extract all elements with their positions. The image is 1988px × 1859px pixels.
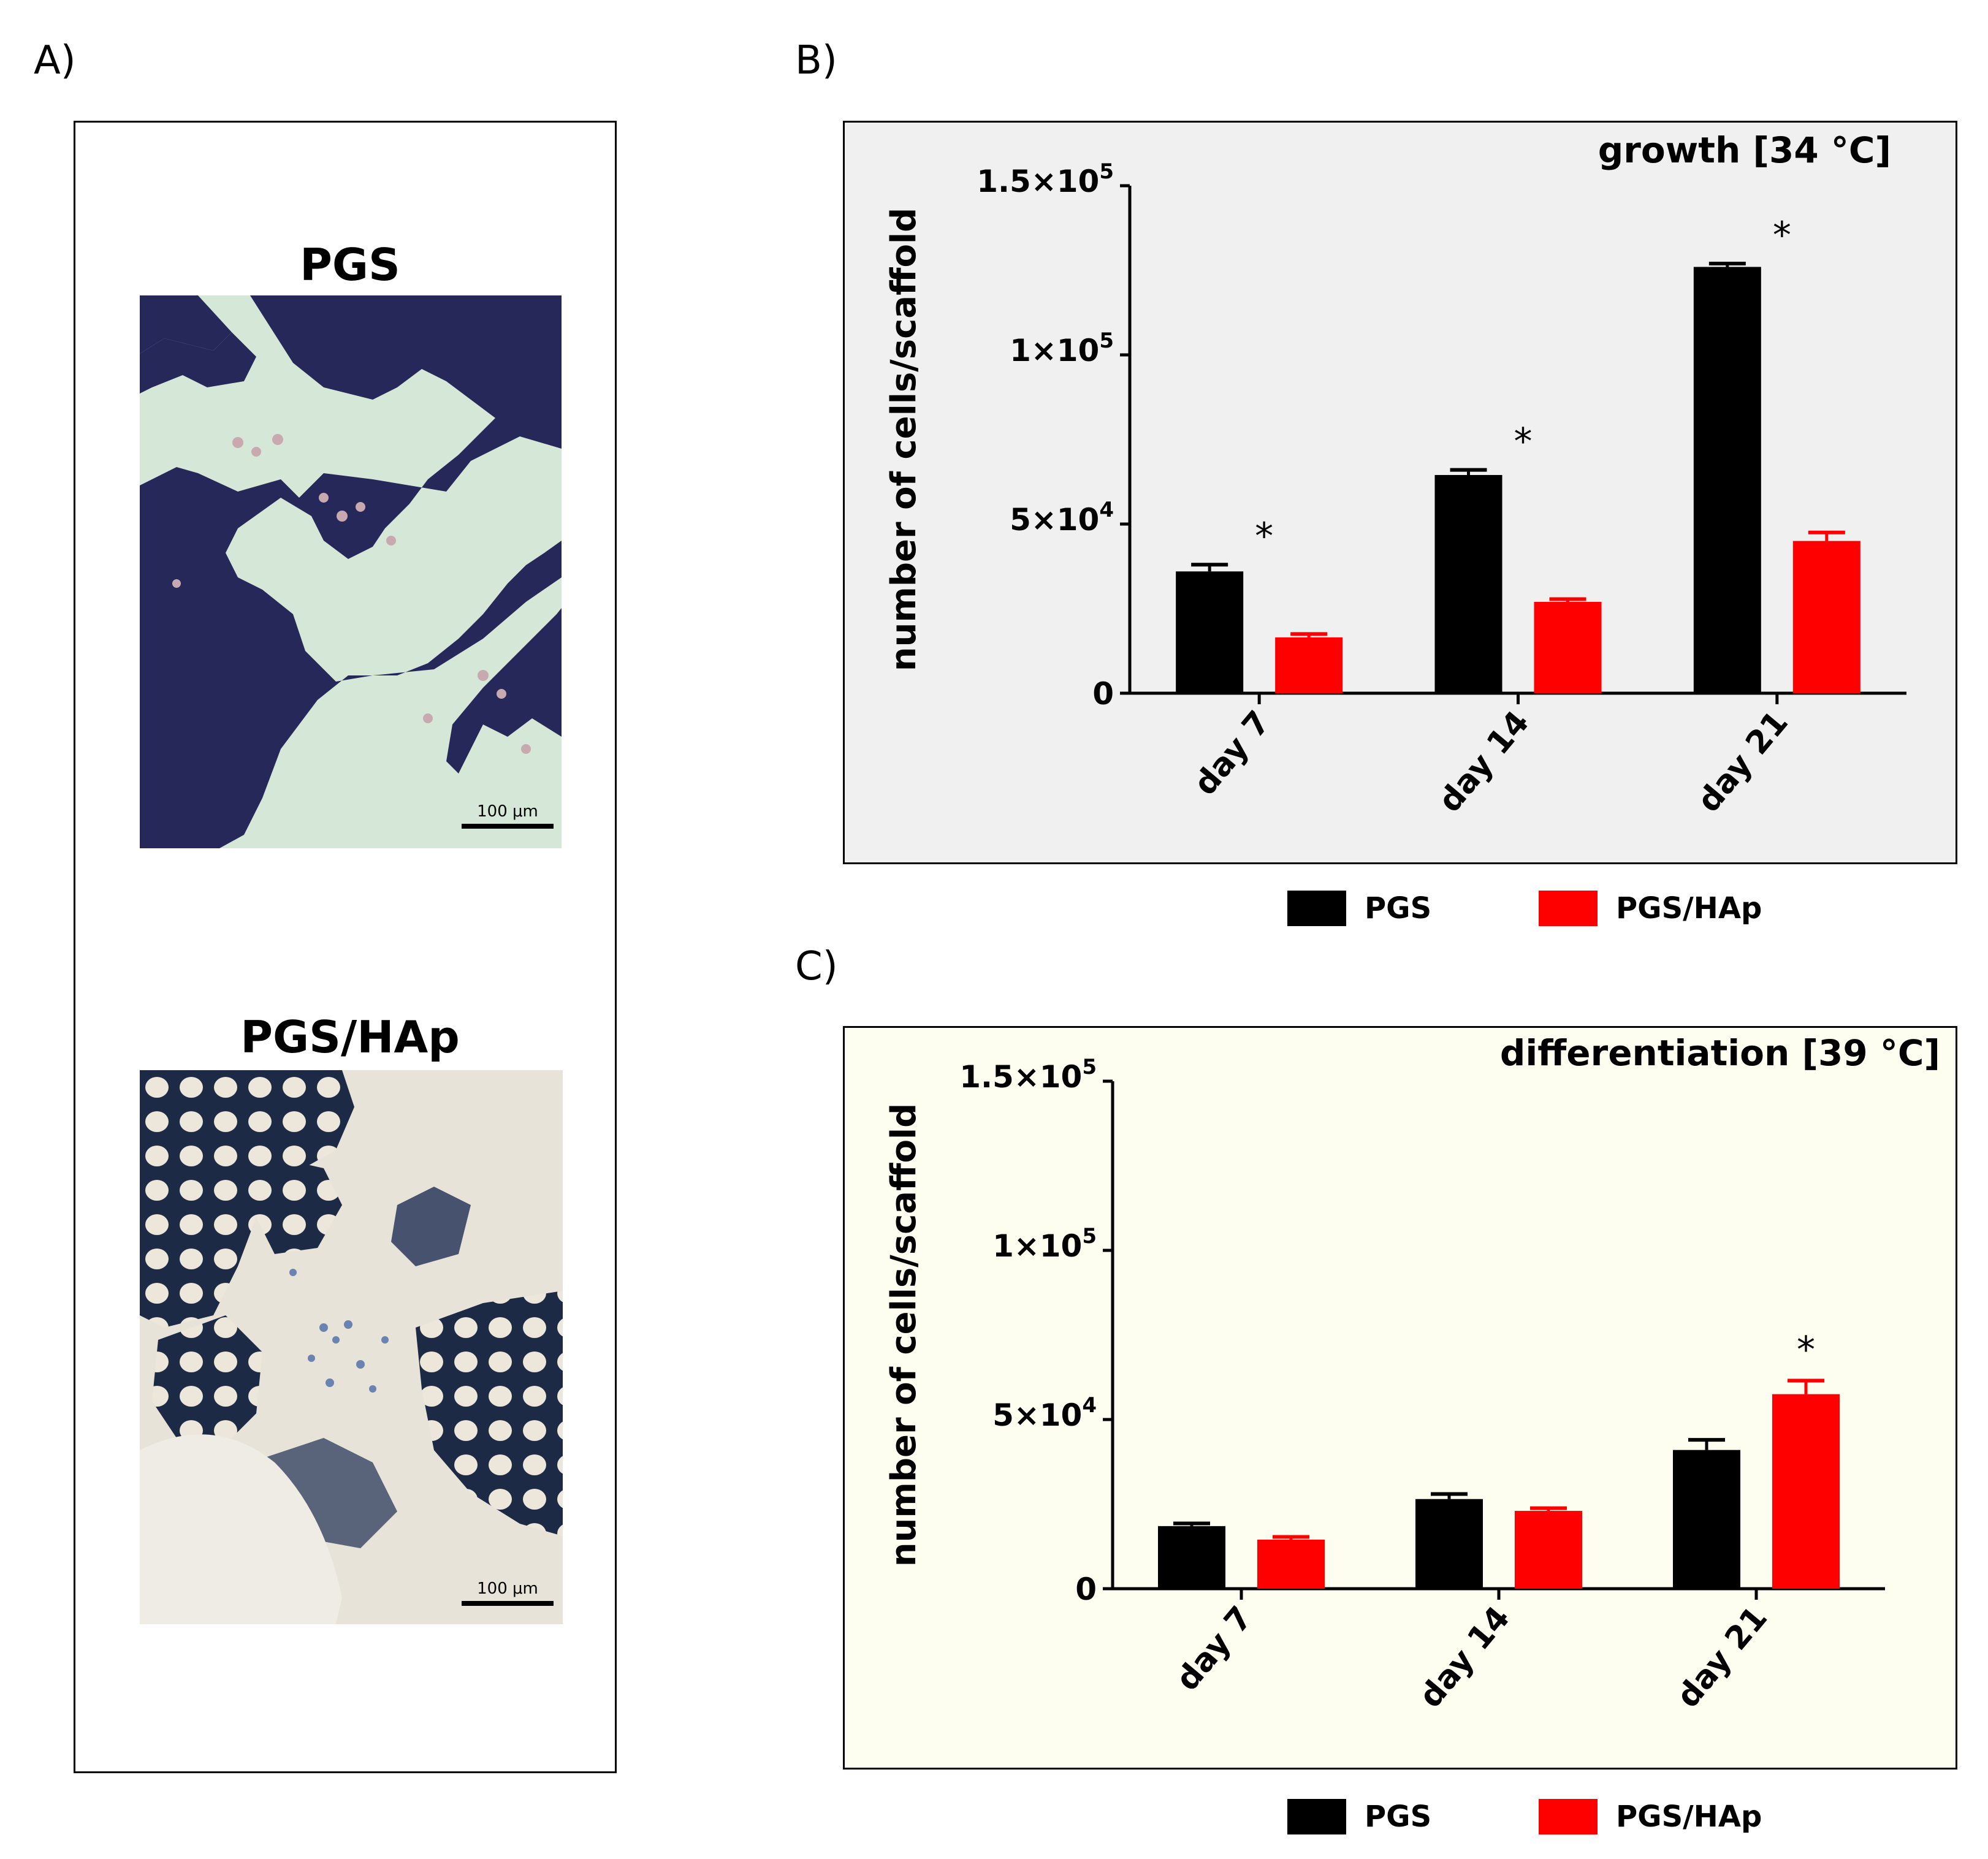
legend-c-pgs-label: PGS bbox=[1365, 1800, 1432, 1834]
growth-ytick-label: 0 bbox=[1092, 676, 1114, 712]
growth-chart: growth [34 °C] number of cells/scaffold 0 5… bbox=[884, 129, 1906, 819]
growth-significance-marker: * bbox=[1514, 420, 1533, 463]
growth-bar-pgs-hap-3 bbox=[1792, 541, 1860, 693]
diff-ytick-label: 1×105 bbox=[992, 1224, 1097, 1264]
pgs-cell bbox=[319, 493, 329, 503]
pgs-cell bbox=[251, 447, 261, 457]
pgs-cell bbox=[423, 713, 433, 723]
legend-c-pgs-swatch bbox=[1287, 1799, 1346, 1834]
pgs-micrograph-drawing: 100 μm bbox=[140, 295, 562, 848]
diff-bar-pgs-hap-1 bbox=[1257, 1539, 1325, 1589]
pgs-hap-clump bbox=[391, 1187, 471, 1266]
growth-significance-marker: * bbox=[1255, 515, 1273, 558]
growth-significance-marker: * bbox=[1773, 214, 1791, 257]
pgs-hap-cell bbox=[319, 1323, 328, 1332]
pgs-hap-cell bbox=[356, 1360, 365, 1369]
pgs-stain-region bbox=[140, 332, 256, 393]
diff-ytick-label: 1.5×105 bbox=[959, 1055, 1097, 1095]
pgs-cell bbox=[337, 511, 348, 522]
panel-b-frame bbox=[843, 121, 1957, 864]
legend-b-pgs-hap: PGS/HAp bbox=[1539, 891, 1762, 926]
growth-ylabel: number of cells/scaffold bbox=[884, 208, 924, 671]
panel-c-label: C) bbox=[795, 944, 838, 989]
pgs-scale-bar bbox=[462, 824, 554, 829]
legend-c-pgs-hap: PGS/HAp bbox=[1539, 1799, 1762, 1834]
diff-bar-pgs-hap-3 bbox=[1772, 1394, 1840, 1589]
panel-a-frame bbox=[74, 121, 617, 1773]
growth-xtick-label: day 14 bbox=[1431, 704, 1536, 819]
legend-c-pgs-hap-label: PGS/HAp bbox=[1616, 1800, 1762, 1834]
growth-bar-pgs-hap-2 bbox=[1534, 601, 1602, 693]
legend-c-pgs: PGS bbox=[1287, 1799, 1431, 1834]
diff-bar-pgs-3 bbox=[1673, 1450, 1740, 1589]
legend-b-pgs-swatch bbox=[1287, 891, 1346, 926]
panel-a-label: A) bbox=[34, 38, 76, 83]
growth-ytick-label: 5×104 bbox=[1010, 498, 1114, 538]
diff-bar-pgs-hap-2 bbox=[1515, 1511, 1582, 1589]
pgs-scale-bar-label: 100 μm bbox=[477, 802, 538, 821]
diff-xtick-label: day 14 bbox=[1412, 1600, 1517, 1715]
pgs-hap-image-title: PGS/HAp bbox=[240, 1011, 460, 1063]
diff-ylabel: number of cells/scaffold bbox=[884, 1103, 924, 1567]
growth-xtick-label: day 7 bbox=[1187, 704, 1278, 802]
pgs-hap-cell bbox=[381, 1336, 389, 1344]
panel-b-label: B) bbox=[795, 38, 837, 83]
pgs-hap-scale-bar-label: 100 μm bbox=[477, 1580, 538, 1598]
pgs-hap-micrograph: 100 μm bbox=[140, 1070, 563, 1624]
legend-b-pgs-hap-swatch bbox=[1539, 891, 1598, 926]
growth-ytick-label: 1.5×105 bbox=[977, 159, 1114, 199]
pgs-hap-network-region bbox=[416, 1291, 563, 1536]
pgs-hap-network-region bbox=[152, 1315, 262, 1450]
pgs-cell bbox=[232, 437, 243, 448]
pgs-cell bbox=[497, 689, 506, 699]
pgs-hap-scale-bar bbox=[462, 1601, 554, 1606]
legend-c-pgs-hap-swatch bbox=[1539, 1799, 1598, 1834]
pgs-hap-network-region bbox=[140, 1070, 354, 1328]
growth-bar-pgs-2 bbox=[1434, 474, 1502, 693]
pgs-hap-cell bbox=[344, 1320, 352, 1329]
pgs-stain-region bbox=[140, 295, 562, 848]
panel-c-frame bbox=[843, 1026, 1957, 1770]
growth-xtick-label: day 21 bbox=[1690, 704, 1795, 819]
pgs-cell bbox=[272, 434, 283, 445]
diff-significance-marker: * bbox=[1797, 1329, 1815, 1372]
growth-bar-pgs-hap-1 bbox=[1275, 637, 1343, 693]
legend-b-pgs: PGS bbox=[1287, 891, 1431, 926]
pgs-image-title: PGS bbox=[300, 239, 400, 291]
pgs-hap-cell bbox=[326, 1378, 334, 1387]
legend-b-pgs-label: PGS bbox=[1365, 891, 1432, 926]
pgs-hap-network-region bbox=[256, 1156, 342, 1254]
growth-bar-pgs-1 bbox=[1176, 571, 1244, 693]
diff-bar-pgs-1 bbox=[1158, 1526, 1225, 1589]
growth-ytick-label: 1×105 bbox=[1010, 329, 1114, 368]
pgs-micrograph: 100 μm bbox=[140, 295, 562, 848]
pgs-hap-cell bbox=[332, 1336, 340, 1344]
legend-b-pgs-hap-label: PGS/HAp bbox=[1616, 891, 1762, 926]
differentiation-chart: differentiation [39 °C] number of cells/s… bbox=[884, 1032, 1940, 1715]
diff-xtick-label: day 21 bbox=[1670, 1600, 1775, 1715]
diff-xtick-label: day 7 bbox=[1169, 1600, 1260, 1698]
diff-bar-pgs-2 bbox=[1415, 1499, 1483, 1589]
pgs-hap-cell bbox=[289, 1269, 297, 1276]
diff-ytick-label: 5×104 bbox=[992, 1393, 1097, 1433]
pgs-hap-void bbox=[140, 1434, 342, 1624]
pgs-cell bbox=[521, 744, 531, 754]
pgs-cell bbox=[386, 536, 396, 546]
growth-title: growth [34 °C] bbox=[1598, 129, 1891, 171]
diff-ytick-label: 0 bbox=[1075, 1572, 1097, 1607]
growth-bar-pgs-3 bbox=[1693, 267, 1761, 693]
pgs-hap-cell bbox=[308, 1355, 315, 1362]
pgs-cell bbox=[478, 670, 489, 681]
pgs-stain-region bbox=[140, 295, 232, 354]
diff-title: differentiation [39 °C] bbox=[1500, 1032, 1940, 1074]
pgs-hap-micrograph-drawing: 100 μm bbox=[140, 1070, 563, 1624]
pgs-cell bbox=[172, 579, 181, 588]
pgs-hap-cell bbox=[369, 1385, 376, 1393]
pgs-cell bbox=[356, 502, 365, 512]
